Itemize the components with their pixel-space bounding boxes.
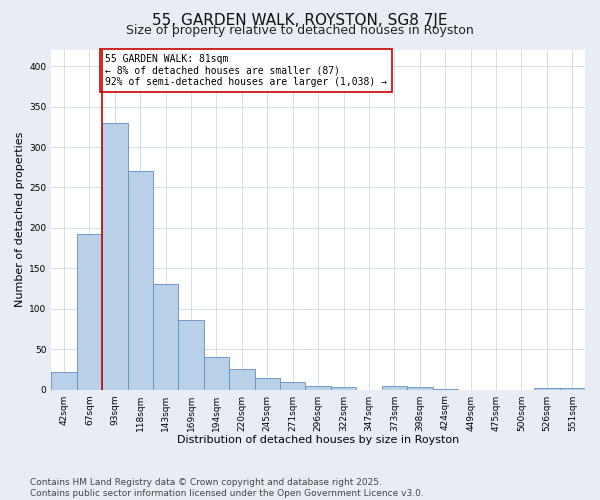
Y-axis label: Number of detached properties: Number of detached properties (15, 132, 25, 308)
Text: Size of property relative to detached houses in Royston: Size of property relative to detached ho… (126, 24, 474, 37)
Bar (407, 387, 433, 390)
Text: 55, GARDEN WALK, ROYSTON, SG8 7JE: 55, GARDEN WALK, ROYSTON, SG8 7JE (152, 12, 448, 28)
Bar (102, 123, 128, 390)
Bar (382, 386, 407, 390)
Bar (305, 386, 331, 390)
Bar (560, 388, 585, 390)
Bar (128, 172, 153, 390)
Text: 55 GARDEN WALK: 81sqm
← 8% of detached houses are smaller (87)
92% of semi-detac: 55 GARDEN WALK: 81sqm ← 8% of detached h… (104, 54, 386, 87)
Bar (153, 284, 178, 390)
Bar (204, 358, 229, 390)
Bar (254, 378, 280, 390)
Text: Contains HM Land Registry data © Crown copyright and database right 2025.
Contai: Contains HM Land Registry data © Crown c… (30, 478, 424, 498)
Bar (178, 320, 204, 390)
Bar (77, 234, 102, 390)
Bar (51, 372, 77, 390)
Bar (331, 387, 356, 390)
Bar (433, 389, 458, 390)
X-axis label: Distribution of detached houses by size in Royston: Distribution of detached houses by size … (177, 435, 459, 445)
Bar (280, 382, 305, 390)
Bar (534, 388, 560, 390)
Bar (229, 368, 254, 390)
